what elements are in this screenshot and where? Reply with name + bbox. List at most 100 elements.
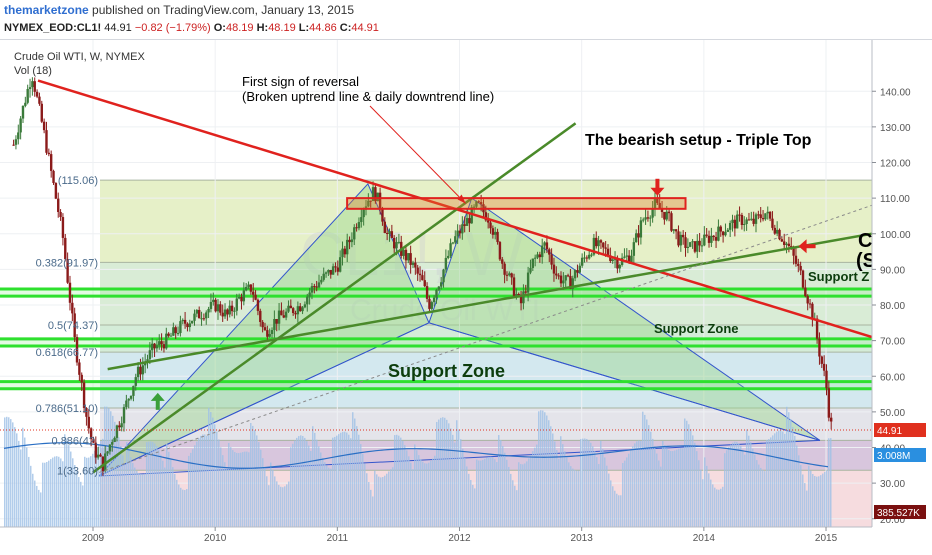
candle-body [181, 319, 184, 322]
candle-body [146, 359, 149, 363]
volume-bar [610, 480, 612, 527]
candle-body [461, 224, 464, 234]
volume-bar [558, 458, 560, 527]
volume-bar [740, 445, 742, 527]
volume-bar [194, 445, 196, 527]
candle-body [301, 307, 304, 312]
volume-bar [544, 412, 546, 527]
volume-bar [74, 464, 76, 527]
candle-body [721, 231, 725, 236]
volume-bar [294, 440, 296, 527]
close-value: 44.91 [351, 22, 379, 34]
volume-bar [554, 441, 556, 527]
candle-body [564, 275, 567, 281]
candle-body [432, 297, 436, 303]
publisher-name[interactable]: themarketzone [4, 3, 89, 17]
candle-body [381, 209, 384, 222]
candle-body [477, 201, 480, 203]
volume-bar [28, 456, 30, 527]
volume-bar [196, 441, 198, 527]
y-tick-label: 60.00 [880, 372, 905, 383]
candle-body [634, 233, 638, 243]
fib-label: 0.786(51.10) [36, 403, 98, 415]
volume-bar [262, 458, 264, 527]
volume-tag-2-text: 385.527K [877, 508, 920, 519]
volume-bar [470, 480, 472, 527]
volume-bar [64, 434, 66, 527]
volume-bar [810, 470, 812, 527]
candle-body [512, 277, 516, 296]
volume-bar [334, 436, 336, 527]
volume-bar [116, 429, 118, 527]
candle-body [223, 309, 227, 317]
candle-body [651, 208, 654, 218]
candle-body [38, 96, 41, 104]
volume-bar [264, 467, 266, 527]
candle-body [106, 451, 109, 454]
volume-bar [228, 442, 230, 527]
candle-body [14, 139, 18, 145]
volume-bar [184, 490, 186, 527]
volume-bar [568, 462, 570, 527]
dotted-trend-line [98, 204, 872, 473]
volume-bar [714, 487, 716, 527]
volume-bar [328, 467, 330, 527]
candle-body [395, 242, 398, 249]
volume-bar [542, 410, 544, 527]
candle-body [822, 363, 826, 371]
volume-bar [160, 454, 162, 527]
candle-body [667, 211, 671, 214]
candle-body [284, 311, 288, 318]
candle-body [472, 206, 476, 208]
volume-bar [242, 452, 244, 527]
volume-bar [38, 489, 40, 527]
volume-bar [148, 441, 150, 527]
volume-bar [366, 473, 368, 527]
candle-body [47, 152, 51, 155]
candle-body [743, 223, 746, 225]
candle-body [677, 231, 680, 246]
volume-bar [298, 436, 300, 527]
candle-body [418, 273, 422, 276]
candle-body [357, 222, 361, 229]
volume-bar [796, 445, 798, 527]
candle-body [127, 398, 130, 401]
candle-body [698, 240, 701, 246]
volume-bar [98, 444, 100, 527]
volume-bar [566, 457, 568, 527]
candle-body [797, 263, 800, 266]
volume-bar [684, 418, 686, 527]
candle-body [818, 338, 821, 357]
volume-bar [616, 493, 618, 527]
candle-body [108, 444, 112, 452]
volume-bar [346, 432, 348, 527]
volume-bar [202, 434, 204, 527]
price-change: −0.82 (−1.79%) [134, 22, 211, 34]
candle-body [71, 302, 74, 314]
candle-body [757, 214, 760, 216]
candle-body [136, 366, 140, 378]
candle-body [374, 187, 377, 202]
candle-body [240, 296, 243, 302]
symbol-label[interactable]: NYMEX_EOD:CL1! [4, 22, 102, 34]
candle-body [597, 240, 600, 247]
candle-body [759, 214, 762, 218]
candle-body [618, 264, 621, 269]
candle-body [158, 341, 161, 346]
volume-bar [386, 473, 388, 527]
volume-bars [4, 406, 832, 527]
candle-body [498, 242, 502, 260]
volume-bar [820, 475, 822, 527]
volume-bar [44, 462, 46, 527]
volume-bar [716, 489, 718, 527]
volume-bar [752, 448, 754, 527]
candle-body [61, 217, 65, 238]
candle-body [320, 279, 323, 283]
x-tick-label: 2013 [571, 533, 594, 544]
volume-bar [606, 465, 608, 527]
candle-body [627, 255, 631, 263]
candle-body [327, 269, 330, 273]
candle-body [371, 187, 375, 202]
volume-bar [646, 419, 648, 527]
